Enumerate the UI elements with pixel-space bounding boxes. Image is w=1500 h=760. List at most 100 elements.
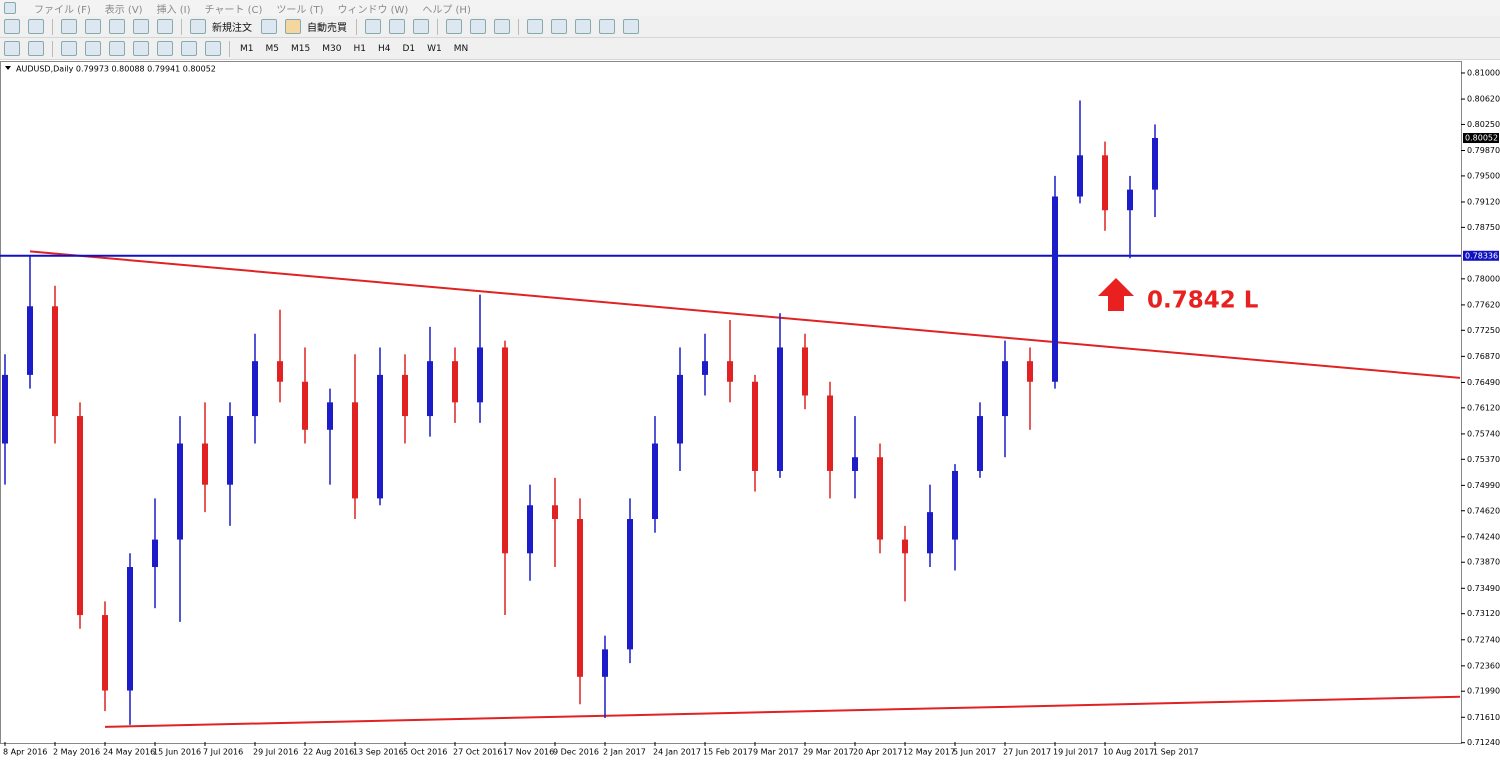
timeframe-button[interactable]: M15 bbox=[291, 43, 311, 54]
x-tick-label: 27 Jun 2017 bbox=[1003, 748, 1051, 757]
candle-body bbox=[1002, 361, 1008, 417]
tool-button[interactable] bbox=[61, 19, 77, 34]
x-tick-label: 7 Jul 2016 bbox=[203, 748, 243, 757]
candle-body bbox=[1077, 155, 1083, 197]
candle-body bbox=[27, 306, 33, 375]
menu-item[interactable]: ツール (T) bbox=[276, 4, 324, 16]
menu-item[interactable]: ヘルプ (H) bbox=[422, 4, 471, 16]
separator bbox=[52, 40, 53, 57]
timeframe-button[interactable]: M30 bbox=[322, 43, 342, 54]
menu-item[interactable]: ウィンドウ (W) bbox=[337, 4, 409, 16]
tool-button[interactable] bbox=[446, 19, 462, 34]
tool-button[interactable] bbox=[4, 19, 20, 34]
candle-body bbox=[52, 306, 58, 417]
x-tick-label: 5 Jun 2017 bbox=[953, 748, 996, 757]
candle-body bbox=[727, 361, 733, 382]
candle-body bbox=[127, 567, 133, 691]
tool-button[interactable] bbox=[181, 41, 197, 56]
tool-button[interactable] bbox=[28, 19, 44, 34]
candle-body bbox=[1102, 155, 1108, 211]
tool-button[interactable] bbox=[365, 19, 381, 34]
tool-button[interactable] bbox=[285, 19, 301, 34]
separator bbox=[181, 18, 182, 35]
plot-frame bbox=[0, 61, 1462, 744]
timeframe-button[interactable]: H1 bbox=[353, 43, 366, 54]
tool-button[interactable] bbox=[623, 19, 639, 34]
separator bbox=[437, 18, 438, 35]
tool-button[interactable] bbox=[109, 41, 125, 56]
menu-bar: ファイル (F) 表示 (V) 挿入 (I) チャート (C) ツール (T) ウィンドウ… bbox=[0, 0, 1500, 16]
y-tick-label: 0.81000 bbox=[1467, 68, 1500, 77]
y-tick-label: 0.79500 bbox=[1467, 171, 1500, 180]
tool-button[interactable] bbox=[470, 19, 486, 34]
timeframe-button[interactable]: M1 bbox=[240, 43, 254, 54]
tool-button[interactable] bbox=[494, 19, 510, 34]
tool-button[interactable] bbox=[85, 19, 101, 34]
timeframe-button[interactable]: H4 bbox=[377, 43, 391, 54]
menu-item[interactable]: チャート (C) bbox=[204, 4, 263, 16]
y-tick-label: 0.76490 bbox=[1467, 378, 1500, 387]
tool-button[interactable] bbox=[205, 41, 221, 56]
auto-trading-button[interactable]: 自動売買 bbox=[307, 23, 347, 34]
new-order-button[interactable]: 新規注文 bbox=[212, 23, 252, 34]
y-tick-label: 0.71610 bbox=[1467, 713, 1500, 722]
y-tick-label: 0.79120 bbox=[1467, 197, 1500, 206]
tool-button[interactable] bbox=[4, 41, 20, 56]
x-tick-label: 12 May 2017 bbox=[903, 748, 955, 757]
y-tick-label: 0.79870 bbox=[1467, 146, 1500, 155]
tool-button[interactable] bbox=[575, 19, 591, 34]
trendline bbox=[104, 695, 1461, 728]
tool-button[interactable] bbox=[551, 19, 567, 34]
candle-body bbox=[777, 347, 783, 471]
tool-button[interactable] bbox=[261, 19, 277, 34]
timeframe-button[interactable]: D1 bbox=[402, 43, 416, 54]
x-tick-label: 27 Oct 2016 bbox=[453, 748, 502, 757]
tool-button[interactable] bbox=[28, 41, 44, 56]
x-tick-label: 24 May 2016 bbox=[103, 748, 155, 757]
candle-body bbox=[652, 443, 658, 519]
menu-item[interactable]: 挿入 (I) bbox=[156, 4, 191, 16]
y-tick-label: 0.80250 bbox=[1467, 120, 1500, 129]
tool-button[interactable] bbox=[85, 41, 101, 56]
candle-body bbox=[952, 470, 958, 540]
candle-body bbox=[827, 395, 833, 471]
tool-button[interactable] bbox=[527, 19, 543, 34]
menu-item[interactable]: ファイル (F) bbox=[34, 4, 91, 16]
x-tick-label: 1 Sep 2017 bbox=[1153, 748, 1199, 757]
tool-button[interactable] bbox=[133, 41, 149, 56]
x-tick-label: 9 Dec 2016 bbox=[553, 748, 599, 757]
y-tick-label: 0.75370 bbox=[1467, 455, 1500, 464]
tool-button[interactable] bbox=[133, 19, 149, 34]
candle-body bbox=[102, 615, 108, 691]
timeframe-button[interactable]: W1 bbox=[427, 43, 442, 54]
tool-button[interactable] bbox=[61, 41, 77, 56]
candle-body bbox=[902, 539, 908, 554]
y-tick-label: 0.77250 bbox=[1467, 326, 1500, 335]
candle-body bbox=[352, 402, 358, 499]
timeframe-button[interactable]: MN bbox=[453, 43, 469, 54]
candle-body bbox=[277, 361, 283, 382]
tool-button[interactable] bbox=[109, 19, 125, 34]
x-tick-label: 10 Aug 2017 bbox=[1103, 748, 1154, 757]
separator bbox=[52, 18, 53, 35]
tool-button[interactable] bbox=[157, 19, 173, 34]
tool-button[interactable] bbox=[157, 41, 173, 56]
trendline bbox=[29, 250, 1461, 379]
tool-button[interactable] bbox=[413, 19, 429, 34]
candle-body bbox=[327, 402, 333, 430]
menu-item[interactable]: 表示 (V) bbox=[104, 4, 143, 16]
y-tick-label: 0.72740 bbox=[1467, 635, 1500, 644]
timeframe-button[interactable]: M5 bbox=[265, 43, 280, 54]
tool-button[interactable] bbox=[389, 19, 405, 34]
candle-body bbox=[927, 512, 933, 554]
candle-body bbox=[427, 361, 433, 417]
candle-body bbox=[1027, 361, 1033, 382]
timeframes: M1 M5 M15 M30 H1 H4 D1 W1 MN bbox=[234, 43, 474, 55]
price-label: 0.80052 bbox=[1465, 134, 1498, 143]
tool-button[interactable] bbox=[599, 19, 615, 34]
tool-button[interactable] bbox=[190, 19, 206, 34]
x-tick-label: 15 Jun 2016 bbox=[153, 748, 201, 757]
y-tick-label: 0.74620 bbox=[1467, 506, 1500, 515]
hline-label: 0.78336 bbox=[1465, 251, 1498, 260]
